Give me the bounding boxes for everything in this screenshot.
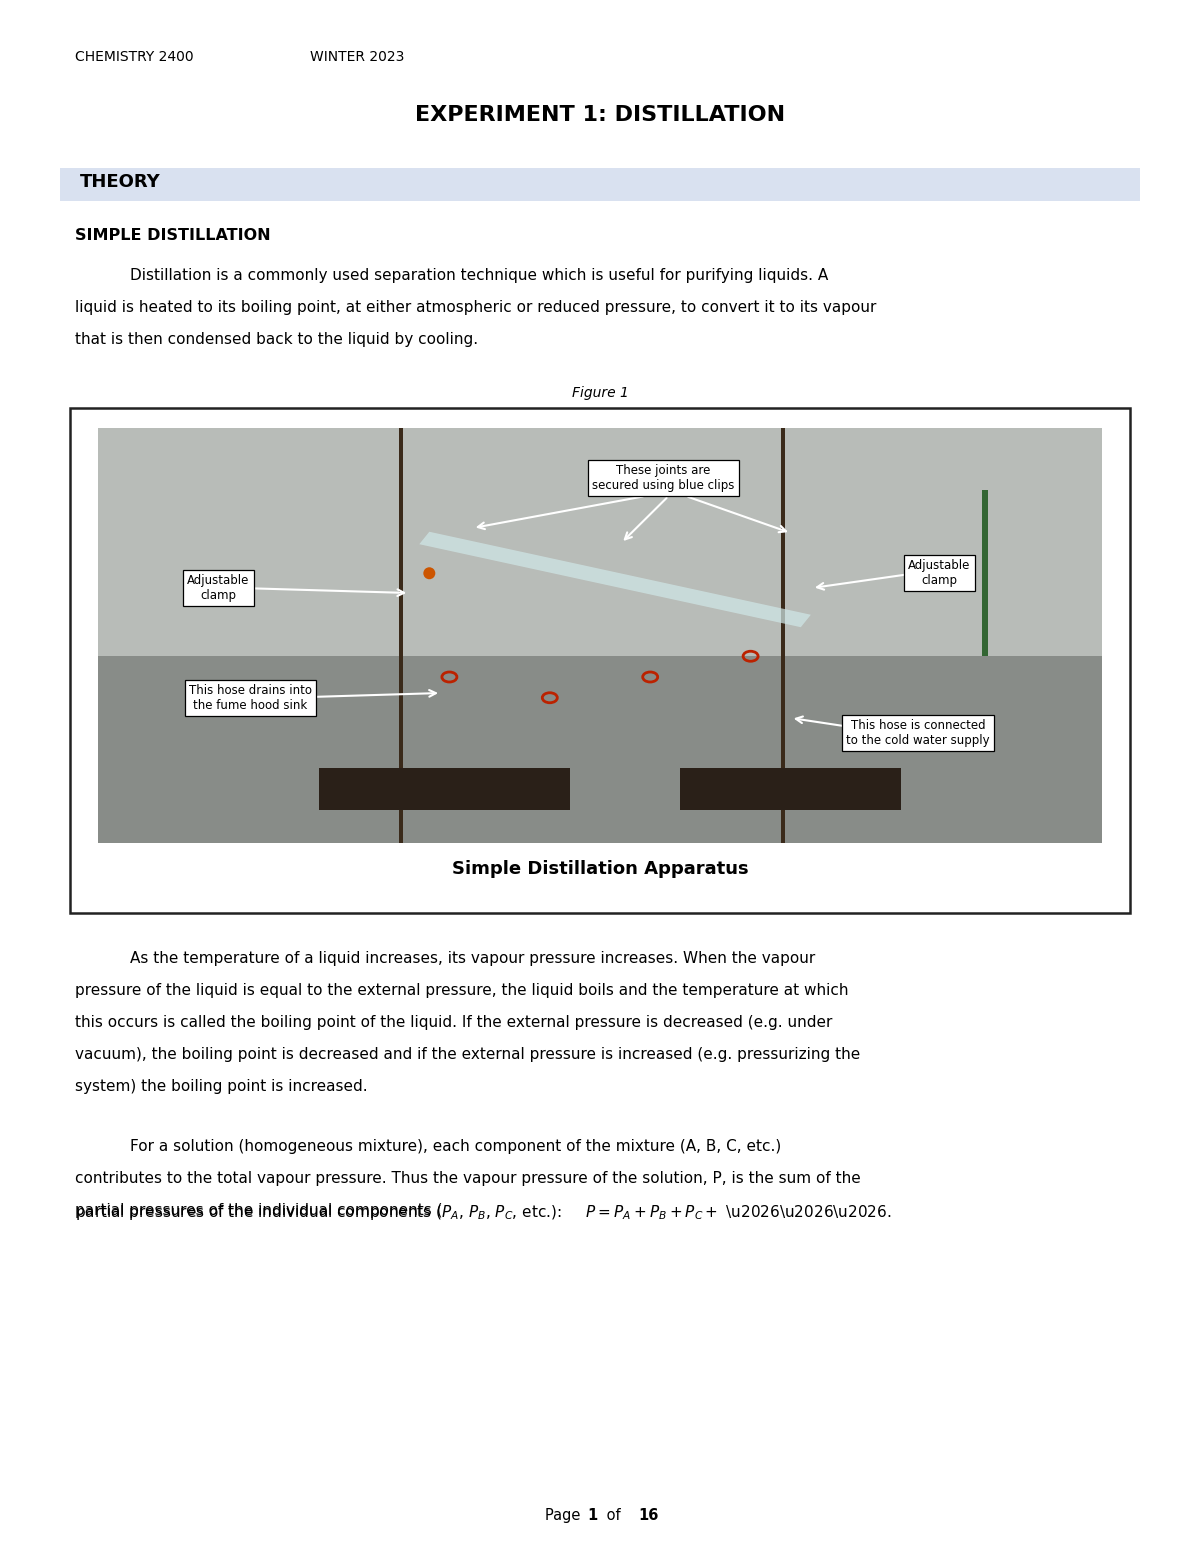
- Text: Simple Distillation Apparatus: Simple Distillation Apparatus: [451, 860, 749, 877]
- Text: liquid is heated to its boiling point, at either atmospheric or reduced pressure: liquid is heated to its boiling point, a…: [74, 300, 876, 315]
- Bar: [680, 769, 901, 809]
- Text: of: of: [602, 1508, 625, 1523]
- Text: contributes to the total vapour pressure. Thus the vapour pressure of the soluti: contributes to the total vapour pressure…: [74, 1171, 860, 1186]
- Bar: [400, 429, 403, 843]
- Text: This hose drains into
the fume hood sink: This hose drains into the fume hood sink: [188, 683, 312, 711]
- Text: Adjustable
clamp: Adjustable clamp: [908, 559, 971, 587]
- Text: These joints are
secured using blue clips: These joints are secured using blue clip…: [593, 464, 734, 492]
- Bar: [98, 657, 1102, 843]
- Text: SIMPLE DISTILLATION: SIMPLE DISTILLATION: [74, 228, 271, 242]
- Text: Page: Page: [545, 1508, 586, 1523]
- Text: Distillation is a commonly used separation technique which is useful for purifyi: Distillation is a commonly used separati…: [130, 269, 828, 283]
- Text: THEORY: THEORY: [80, 172, 161, 191]
- Text: 1: 1: [587, 1508, 598, 1523]
- Bar: [70, 408, 1130, 913]
- Text: partial pressures of the individual components (: partial pressures of the individual comp…: [74, 1204, 443, 1218]
- Text: WINTER 2023: WINTER 2023: [310, 50, 404, 64]
- Text: As the temperature of a liquid increases, its vapour pressure increases. When th: As the temperature of a liquid increases…: [130, 950, 815, 966]
- Bar: [60, 168, 1140, 200]
- Text: pressure of the liquid is equal to the external pressure, the liquid boils and t: pressure of the liquid is equal to the e…: [74, 983, 848, 999]
- Text: that is then condensed back to the liquid by cooling.: that is then condensed back to the liqui…: [74, 332, 478, 346]
- Text: vacuum), the boiling point is decreased and if the external pressure is increase: vacuum), the boiling point is decreased …: [74, 1047, 860, 1062]
- Text: This hose is connected
to the cold water supply: This hose is connected to the cold water…: [846, 719, 990, 747]
- Text: system) the boiling point is increased.: system) the boiling point is increased.: [74, 1079, 367, 1093]
- Bar: [98, 429, 1102, 657]
- Text: For a solution (homogeneous mixture), each component of the mixture (A, B, C, et: For a solution (homogeneous mixture), ea…: [130, 1138, 781, 1154]
- Text: EXPERIMENT 1: DISTILLATION: EXPERIMENT 1: DISTILLATION: [415, 106, 785, 124]
- Bar: [319, 769, 570, 809]
- Text: this occurs is called the boiling point of the liquid. If the external pressure : this occurs is called the boiling point …: [74, 1016, 833, 1030]
- Bar: [781, 429, 785, 843]
- Text: Adjustable
clamp: Adjustable clamp: [187, 575, 250, 603]
- Polygon shape: [419, 531, 811, 627]
- Text: partial pressures of the individual components ($P_A$, $P_B$, $P_C$, etc.):     : partial pressures of the individual comp…: [74, 1204, 892, 1222]
- Text: CHEMISTRY 2400: CHEMISTRY 2400: [74, 50, 193, 64]
- Text: 16: 16: [638, 1508, 659, 1523]
- Text: Figure 1: Figure 1: [571, 387, 629, 401]
- Ellipse shape: [424, 567, 436, 579]
- Bar: [982, 491, 988, 657]
